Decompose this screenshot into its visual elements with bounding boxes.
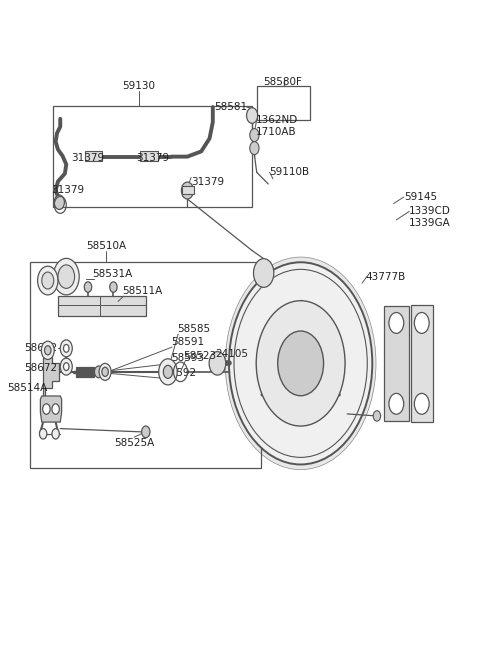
Circle shape xyxy=(253,259,274,288)
Bar xyxy=(182,186,194,195)
Circle shape xyxy=(159,359,177,385)
Text: 1339CD: 1339CD xyxy=(409,206,451,216)
Circle shape xyxy=(53,258,79,295)
Circle shape xyxy=(52,404,60,414)
Polygon shape xyxy=(384,306,409,421)
Text: 59130: 59130 xyxy=(122,81,156,92)
Circle shape xyxy=(54,195,64,210)
Polygon shape xyxy=(40,396,61,422)
Text: 58511A: 58511A xyxy=(123,286,163,296)
Circle shape xyxy=(250,128,259,141)
Polygon shape xyxy=(140,151,158,161)
Text: 58591: 58591 xyxy=(171,337,204,347)
Polygon shape xyxy=(411,305,433,422)
Text: 58523: 58523 xyxy=(184,352,217,362)
Circle shape xyxy=(373,411,381,421)
Text: 58672: 58672 xyxy=(24,363,57,373)
Circle shape xyxy=(389,312,404,333)
Circle shape xyxy=(278,331,324,396)
Text: 43777B: 43777B xyxy=(365,272,406,282)
Circle shape xyxy=(389,394,404,414)
Circle shape xyxy=(42,272,54,289)
Bar xyxy=(257,86,310,120)
Text: 31379: 31379 xyxy=(136,153,169,162)
Text: 58581: 58581 xyxy=(215,102,248,112)
Circle shape xyxy=(63,345,69,352)
Circle shape xyxy=(209,352,226,375)
Circle shape xyxy=(110,282,117,292)
Circle shape xyxy=(95,366,103,378)
Text: 58580F: 58580F xyxy=(263,77,301,88)
Circle shape xyxy=(99,364,111,381)
Text: 58525A: 58525A xyxy=(114,438,155,449)
Text: 58510A: 58510A xyxy=(86,240,127,251)
Circle shape xyxy=(60,358,72,375)
Circle shape xyxy=(37,266,58,295)
Circle shape xyxy=(229,262,372,464)
Circle shape xyxy=(102,367,108,377)
Circle shape xyxy=(256,301,345,426)
Text: 58592: 58592 xyxy=(163,368,196,379)
Circle shape xyxy=(142,426,150,438)
Circle shape xyxy=(181,182,193,199)
Circle shape xyxy=(39,428,47,439)
Text: 58585: 58585 xyxy=(177,324,210,334)
Text: 1710AB: 1710AB xyxy=(256,127,297,137)
Polygon shape xyxy=(58,296,146,316)
Bar xyxy=(53,105,252,207)
Bar xyxy=(30,262,261,468)
Text: 59110B: 59110B xyxy=(270,167,310,178)
Text: 58672: 58672 xyxy=(24,343,57,353)
Text: 24105: 24105 xyxy=(215,349,248,359)
Circle shape xyxy=(63,363,69,371)
Text: 31379: 31379 xyxy=(72,153,105,162)
Text: 31379: 31379 xyxy=(51,185,84,195)
Circle shape xyxy=(84,282,92,292)
Text: 58531A: 58531A xyxy=(93,269,133,278)
Circle shape xyxy=(43,404,50,414)
Text: 31379: 31379 xyxy=(191,178,224,187)
Polygon shape xyxy=(43,357,59,396)
Text: 59145: 59145 xyxy=(404,192,437,202)
Text: 58514A: 58514A xyxy=(8,383,48,392)
Circle shape xyxy=(414,312,429,333)
Circle shape xyxy=(45,346,51,355)
Text: 1339GA: 1339GA xyxy=(409,218,451,228)
Text: 1362ND: 1362ND xyxy=(256,115,298,125)
Circle shape xyxy=(414,394,429,414)
Circle shape xyxy=(60,340,72,357)
Circle shape xyxy=(250,141,259,155)
Circle shape xyxy=(163,365,173,379)
Polygon shape xyxy=(85,151,102,161)
Circle shape xyxy=(52,428,60,439)
Circle shape xyxy=(225,257,376,470)
Text: 58593: 58593 xyxy=(171,353,204,364)
Circle shape xyxy=(58,265,74,288)
Circle shape xyxy=(247,107,258,123)
Polygon shape xyxy=(76,367,94,377)
Circle shape xyxy=(41,341,54,360)
